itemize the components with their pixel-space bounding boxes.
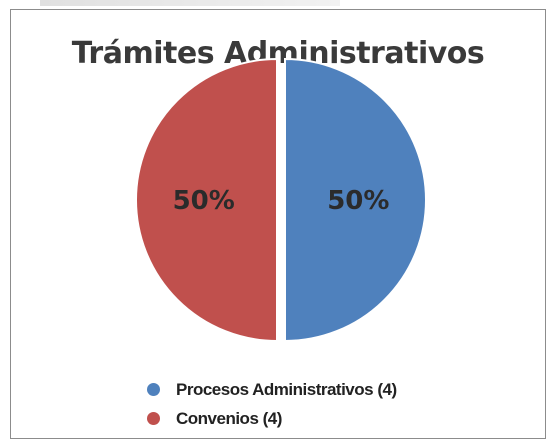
legend: Procesos Administrativos (4) Convenios (4…: [147, 375, 397, 433]
legend-item-1: Convenios (4): [147, 404, 397, 433]
pie-slice-1: [135, 57, 278, 343]
legend-swatch-0: [147, 383, 160, 396]
pie-chart: 50% 50%: [135, 57, 427, 343]
pie-slice-label-1: 50%: [173, 186, 235, 216]
top-strip: [40, 0, 340, 6]
legend-swatch-1: [147, 412, 160, 425]
chart-title: Trámites Administrativos: [71, 36, 485, 71]
pie-slice-label-0: 50%: [327, 186, 389, 216]
legend-label-1: Convenios (4): [176, 408, 282, 428]
legend-label-0: Procesos Administrativos (4): [176, 379, 397, 399]
chart-frame: Trámites Administrativos 50% 50% Procesos…: [10, 9, 546, 439]
legend-item-0: Procesos Administrativos (4): [147, 375, 397, 404]
pie-slice-0: [284, 57, 427, 343]
